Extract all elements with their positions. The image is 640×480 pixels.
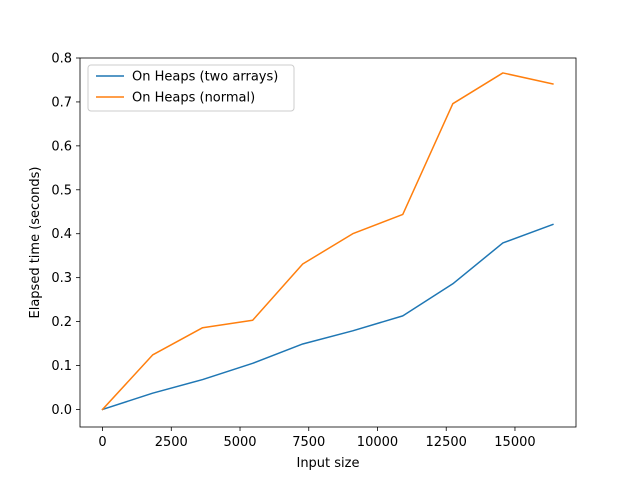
x-tick-label: 5000 xyxy=(223,435,256,450)
y-tick-label: 0.3 xyxy=(51,271,72,286)
x-tick-label: 0 xyxy=(98,435,106,450)
x-tick-label: 12500 xyxy=(426,435,467,450)
y-axis: 0.0 0.1 0.2 0.3 0.4 0.5 0.6 0.7 0.8 xyxy=(51,52,80,418)
x-axis-label: Input size xyxy=(296,456,359,471)
legend: On Heaps (two arrays) On Heaps (normal) xyxy=(87,64,295,112)
legend-label-2: On Heaps (normal) xyxy=(132,91,255,106)
y-tick-label: 0.0 xyxy=(51,403,72,418)
x-tick-label: 2500 xyxy=(155,435,188,450)
y-tick-label: 0.4 xyxy=(51,227,72,242)
x-tick-label: 10000 xyxy=(357,435,398,450)
y-tick-label: 0.7 xyxy=(51,95,72,110)
y-tick-label: 0.1 xyxy=(51,359,72,374)
legend-box xyxy=(87,64,295,112)
y-axis-label: Elapsed time (seconds) xyxy=(28,167,43,319)
y-tick-label: 0.5 xyxy=(51,183,72,198)
y-tick-label: 0.8 xyxy=(51,52,72,67)
plot-frame xyxy=(79,57,577,428)
y-tick-label: 0.2 xyxy=(51,315,72,330)
y-tick-label: 0.6 xyxy=(51,139,72,154)
legend-label-1: On Heaps (two arrays) xyxy=(132,70,278,85)
x-tick-label: 7500 xyxy=(292,435,325,450)
series-layer xyxy=(101,72,554,411)
series-line-2 xyxy=(101,72,554,411)
x-tick-label: 15000 xyxy=(494,435,535,450)
series-line-1 xyxy=(101,223,554,411)
x-axis: 0 2500 5000 7500 10000 12500 15000 xyxy=(98,427,536,450)
